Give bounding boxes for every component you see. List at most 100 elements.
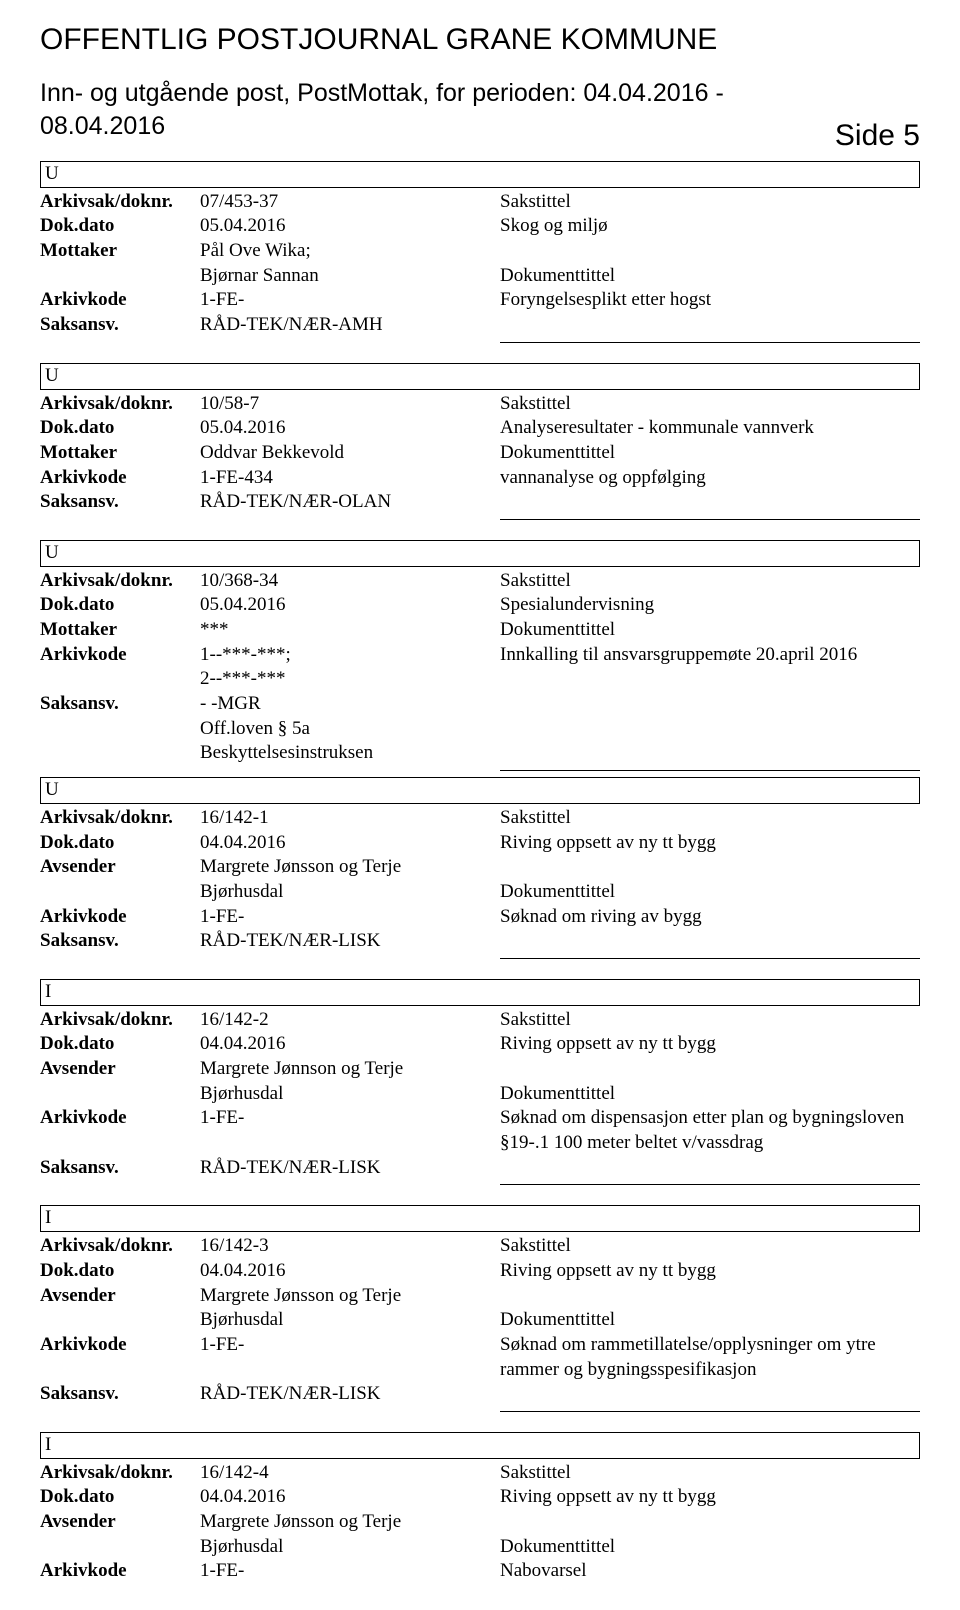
dokdato-row: Dok.dato04.04.2016Riving oppsett av ny t… <box>40 1485 920 1510</box>
row-value: 16/142-4 <box>200 1461 500 1486</box>
row-label: Arkivsak/doknr. <box>40 806 200 831</box>
entry-type: U <box>40 777 920 804</box>
row-label: Avsender <box>40 855 200 880</box>
row-value: 04.04.2016 <box>200 1032 500 1057</box>
dokdato-row: Dok.dato05.04.2016Analyseresultater - ko… <box>40 416 920 441</box>
row-value: - -MGR <box>200 692 500 717</box>
row-label: Dok.dato <box>40 416 200 441</box>
row-label: Arkivsak/doknr. <box>40 1008 200 1033</box>
row-right: Søknad om dispensasjon etter plan og byg… <box>500 1106 920 1155</box>
party-row: BjørhusdalDokumenttittel <box>40 880 920 905</box>
row-value: 16/142-3 <box>200 1234 500 1259</box>
entry-divider <box>500 1411 920 1412</box>
party-row: AvsenderMargrete Jønnson og Terje <box>40 1057 920 1082</box>
row-right: Skog og miljø <box>500 214 920 239</box>
journal-entry: IArkivsak/doknr.16/142-2SakstittelDok.da… <box>40 979 920 1186</box>
row-value: Bjørnar Sannan <box>200 264 500 289</box>
row-value: 2--***-*** <box>200 667 500 692</box>
row-label: Arkivkode <box>40 288 200 313</box>
row-label: Dok.dato <box>40 1485 200 1510</box>
entry-type: U <box>40 540 920 567</box>
row-right: Sakstittel <box>500 1234 920 1259</box>
row-right: Sakstittel <box>500 1008 920 1033</box>
row-label: Avsender <box>40 1510 200 1535</box>
row-label: Mottaker <box>40 239 200 264</box>
row-right: Dokumenttittel <box>500 441 920 466</box>
row-right: Søknad om riving av bygg <box>500 905 920 930</box>
arkivsak-row: Arkivsak/doknr.10/368-34Sakstittel <box>40 569 920 594</box>
page-number: Side 5 <box>40 116 920 155</box>
party-row: Mottaker***Dokumenttittel <box>40 618 920 643</box>
row-label: Arkivsak/doknr. <box>40 1234 200 1259</box>
arkivkode-row: Arkivkode1-FE-Foryngelsesplikt etter hog… <box>40 288 920 313</box>
row-value: RÅD-TEK/NÆR-LISK <box>200 1382 500 1407</box>
saksansv-row: Saksansv.RÅD-TEK/NÆR-OLAN <box>40 490 920 515</box>
row-value: Margrete Jønsson og Terje <box>200 1284 500 1309</box>
arkivsak-row: Arkivsak/doknr.10/58-7Sakstittel <box>40 392 920 417</box>
dokdato-row: Dok.dato05.04.2016Spesialundervisning <box>40 593 920 618</box>
row-label: Mottaker <box>40 618 200 643</box>
row-label: Arkivkode <box>40 905 200 930</box>
row-value: 1--***-***; <box>200 643 500 668</box>
saksansv-row: Saksansv.RÅD-TEK/NÆR-AMH <box>40 313 920 338</box>
row-label: Saksansv. <box>40 692 200 717</box>
row-right: Sakstittel <box>500 569 920 594</box>
row-value: 05.04.2016 <box>200 416 500 441</box>
row-right: Sakstittel <box>500 1461 920 1486</box>
arkivkode-row: Arkivkode1-FE-Nabovarsel <box>40 1559 920 1584</box>
party-row: MottakerOddvar BekkevoldDokumenttittel <box>40 441 920 466</box>
row-value: Off.loven § 5a <box>200 717 500 742</box>
row-value: Margrete Jønsson og Terje <box>200 855 500 880</box>
row-right: Sakstittel <box>500 392 920 417</box>
row-label: Saksansv. <box>40 929 200 954</box>
row-value: RÅD-TEK/NÆR-AMH <box>200 313 500 338</box>
dokdato-row: Dok.dato04.04.2016Riving oppsett av ny t… <box>40 1032 920 1057</box>
party-row: BjørhusdalDokumenttittel <box>40 1535 920 1560</box>
saksansv-row: Saksansv.RÅD-TEK/NÆR-LISK <box>40 1382 920 1407</box>
row-right: Søknad om rammetillatelse/opplysninger o… <box>500 1333 920 1382</box>
arkivkode-row: Arkivkode1-FE-434vannanalyse og oppfølgi… <box>40 466 920 491</box>
row-right: Dokumenttittel <box>500 264 920 289</box>
journal-entry: UArkivsak/doknr.10/58-7SakstittelDok.dat… <box>40 363 920 520</box>
row-label: Avsender <box>40 1057 200 1082</box>
arkivkode-row: Arkivkode1--***-***;Innkalling til ansva… <box>40 643 920 668</box>
row-value: 04.04.2016 <box>200 1485 500 1510</box>
row-value: 05.04.2016 <box>200 214 500 239</box>
entry-type: U <box>40 161 920 188</box>
arkivkode-row: 2--***-*** <box>40 667 920 692</box>
entry-type: I <box>40 1205 920 1232</box>
row-value: 1-FE- <box>200 1106 500 1131</box>
row-value: RÅD-TEK/NÆR-OLAN <box>200 490 500 515</box>
row-label: Arkivsak/doknr. <box>40 392 200 417</box>
extra-row: Off.loven § 5a <box>40 717 920 742</box>
row-label: Arkivkode <box>40 1559 200 1584</box>
row-label: Arkivsak/doknr. <box>40 1461 200 1486</box>
row-value: 1-FE- <box>200 1333 500 1358</box>
arkivsak-row: Arkivsak/doknr.16/142-1Sakstittel <box>40 806 920 831</box>
entry-divider <box>500 1184 920 1185</box>
row-right: vannanalyse og oppfølging <box>500 466 920 491</box>
party-row: BjørhusdalDokumenttittel <box>40 1308 920 1333</box>
entry-type: I <box>40 1432 920 1459</box>
row-right: Innkalling til ansvarsgruppemøte 20.apri… <box>500 643 920 668</box>
row-label: Arkivkode <box>40 643 200 668</box>
row-value: 05.04.2016 <box>200 593 500 618</box>
saksansv-row: Saksansv.RÅD-TEK/NÆR-LISK <box>40 1156 920 1181</box>
row-value: Margrete Jønsson og Terje <box>200 1510 500 1535</box>
row-right: Riving oppsett av ny tt bygg <box>500 1259 920 1284</box>
row-label: Arkivsak/doknr. <box>40 190 200 215</box>
entry-divider <box>500 958 920 959</box>
arkivsak-row: Arkivsak/doknr.16/142-4Sakstittel <box>40 1461 920 1486</box>
saksansv-row: Saksansv.RÅD-TEK/NÆR-LISK <box>40 929 920 954</box>
journal-entry: UArkivsak/doknr.07/453-37SakstittelDok.d… <box>40 161 920 343</box>
row-value: Bjørhusdal <box>200 1308 500 1333</box>
row-right: Dokumenttittel <box>500 1535 920 1560</box>
row-value: 1-FE- <box>200 1559 500 1584</box>
row-value: Bjørhusdal <box>200 1535 500 1560</box>
row-value: 10/368-34 <box>200 569 500 594</box>
row-label: Arkivkode <box>40 466 200 491</box>
entry-divider <box>500 519 920 520</box>
row-label: Dok.dato <box>40 831 200 856</box>
row-value: Bjørhusdal <box>200 880 500 905</box>
arkivkode-row: Arkivkode1-FE-Søknad om dispensasjon ett… <box>40 1106 920 1155</box>
